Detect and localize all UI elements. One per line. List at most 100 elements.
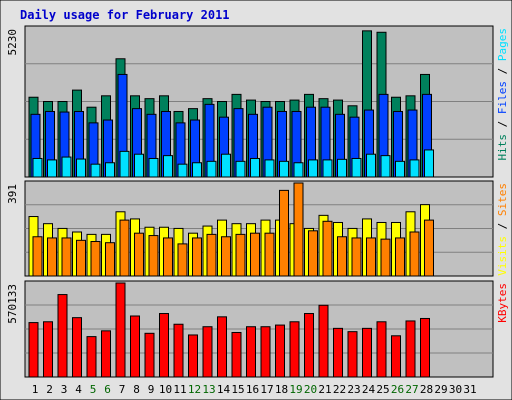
bar-pages-day-15 <box>235 160 246 178</box>
bar-kbytes-day-1 <box>28 322 39 378</box>
day-label-17: 17 <box>260 383 273 396</box>
bar-kbytes-day-14 <box>217 316 227 378</box>
legend-item-kbytes: KBytes <box>496 283 509 323</box>
day-label-6: 6 <box>104 383 111 396</box>
bar-sites-day-13 <box>206 233 217 277</box>
bar-kbytes-day-23 <box>347 331 358 378</box>
bar-kbytes-day-17 <box>260 326 271 378</box>
day-label-24: 24 <box>362 383 376 396</box>
day-label-10: 10 <box>159 383 172 396</box>
bar-kbytes-day-4 <box>72 317 82 378</box>
bar-kbytes-day-26 <box>391 335 401 378</box>
bar-pages-day-25 <box>380 155 391 178</box>
bar-pages-day-6 <box>105 162 115 178</box>
legend-kbytes: KBytes <box>496 283 509 323</box>
legend-item-pages: Pages <box>496 28 509 61</box>
bar-sites-day-12 <box>192 237 202 277</box>
legend-requests: Hits / Files / Pages <box>496 28 509 161</box>
day-label-31: 31 <box>463 383 476 396</box>
bar-sites-day-5 <box>90 241 101 277</box>
axis-max-label-visits: 391 <box>6 184 19 204</box>
bar-sites-day-6 <box>105 242 115 277</box>
bar-kbytes-day-8 <box>130 315 140 378</box>
panel-visits: 391 Visits / Sites <box>6 180 509 277</box>
bar-sites-day-8 <box>134 232 144 277</box>
legend-item-hits: Hits <box>496 134 509 161</box>
bar-kbytes-day-10 <box>159 313 169 378</box>
day-label-3: 3 <box>61 383 68 396</box>
bar-sites-day-16 <box>250 232 260 277</box>
bar-sites-day-9 <box>148 235 159 277</box>
bar-pages-day-13 <box>206 160 217 178</box>
bar-sites-day-20 <box>308 230 318 277</box>
bar-pages-day-9 <box>148 157 159 178</box>
bar-sites-day-22 <box>337 236 347 277</box>
day-label-8: 8 <box>133 383 140 396</box>
bar-sites-day-15 <box>235 233 246 277</box>
bar-pages-day-19 <box>293 162 304 178</box>
day-label-29: 29 <box>434 383 447 396</box>
bar-kbytes-day-16 <box>246 326 256 378</box>
bar-pages-day-7 <box>119 150 130 178</box>
bar-pages-day-16 <box>250 157 260 178</box>
bar-sites-day-2 <box>47 237 57 277</box>
day-label-16: 16 <box>246 383 259 396</box>
bar-pages-day-28 <box>424 149 434 178</box>
bar-sites-day-26 <box>395 237 405 277</box>
bar-pages-day-27 <box>409 159 420 178</box>
bar-pages-day-23 <box>351 157 362 178</box>
bar-kbytes-day-24 <box>362 327 372 378</box>
bar-kbytes-day-22 <box>333 327 343 378</box>
panel-requests: 5230 Hits / Files / Pages <box>6 25 509 178</box>
day-label-21: 21 <box>318 383 331 396</box>
bar-sites-day-4 <box>76 239 86 277</box>
legend-visits: Visits / Sites <box>496 183 509 276</box>
day-label-14: 14 <box>217 383 231 396</box>
bar-kbytes-day-18 <box>275 324 285 378</box>
day-label-4: 4 <box>75 383 82 396</box>
panel-kbytes: 570133 KBytes <box>6 280 509 378</box>
bar-pages-day-8 <box>134 153 144 178</box>
axis-max-label-kbytes: 570133 <box>6 284 19 324</box>
legend-separator: / <box>496 216 509 236</box>
bar-pages-day-5 <box>90 163 101 178</box>
bar-sites-day-11 <box>177 243 188 277</box>
day-label-9: 9 <box>148 383 155 396</box>
bar-sites-day-7 <box>119 219 130 277</box>
bar-kbytes-day-20 <box>304 313 314 378</box>
day-label-25: 25 <box>376 383 389 396</box>
bar-kbytes-day-9 <box>144 332 155 378</box>
bar-kbytes-day-2 <box>43 321 53 378</box>
bar-sites-day-27 <box>409 231 420 277</box>
bar-pages-day-12 <box>192 162 202 178</box>
bar-kbytes-day-11 <box>173 323 184 378</box>
bar-pages-day-14 <box>221 153 231 178</box>
day-label-11: 11 <box>173 383 186 396</box>
legend-item-sites: Sites <box>496 183 509 216</box>
bar-sites-day-3 <box>61 237 72 277</box>
bar-kbytes-day-3 <box>57 294 68 378</box>
day-label-27: 27 <box>405 383 418 396</box>
day-label-13: 13 <box>202 383 215 396</box>
day-label-30: 30 <box>449 383 462 396</box>
day-labels: 1 2 3 4 5 6 7 8 9 10 11 12 13 14 15 16 17 18 19 20 21 22 23 24 2… <box>32 383 477 396</box>
day-label-1: 1 <box>32 383 39 396</box>
legend-separator: / <box>496 61 509 81</box>
bar-sites-day-19 <box>293 182 304 277</box>
bar-kbytes-day-27 <box>405 320 416 378</box>
bar-kbytes-day-28 <box>420 317 430 378</box>
bar-pages-day-1 <box>32 157 43 178</box>
day-label-22: 22 <box>333 383 346 396</box>
chart-title: Daily usage for February 2011 <box>20 8 230 22</box>
day-label-19: 19 <box>289 383 302 396</box>
bar-sites-day-25 <box>380 238 391 277</box>
day-label-5: 5 <box>90 383 97 396</box>
legend-item-visits: Visits <box>496 236 509 276</box>
legend-item-files: Files <box>496 81 509 114</box>
bar-kbytes-day-12 <box>188 334 198 378</box>
legend-separator: / <box>496 114 509 134</box>
bar-pages-day-2 <box>47 159 57 178</box>
bar-pages-day-24 <box>366 153 376 178</box>
day-label-12: 12 <box>188 383 201 396</box>
bar-sites-day-1 <box>32 236 43 277</box>
